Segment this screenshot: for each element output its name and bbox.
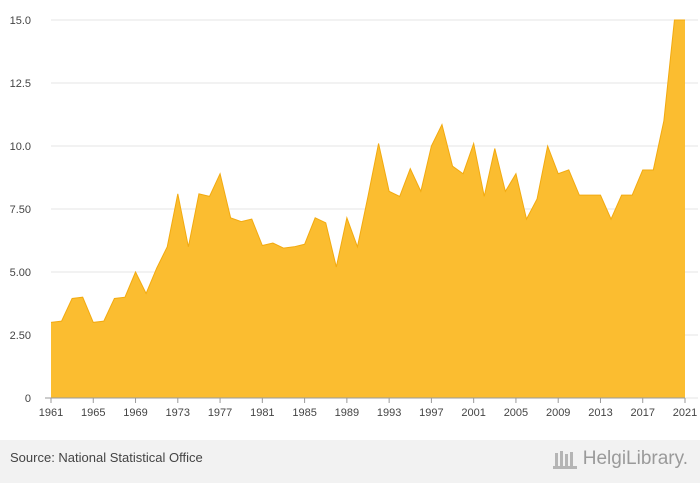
x-tick-label: 1985 (292, 407, 316, 419)
brand-logo[interactable]: HelgiLibrary. (552, 448, 688, 470)
series-line (50, 19, 685, 323)
x-tick-label: 1989 (335, 407, 359, 419)
x-tick-label: 1993 (377, 407, 401, 419)
x-tick-label: 2021 (673, 407, 697, 419)
series-area (51, 20, 685, 398)
x-tick-label: 1973 (166, 407, 190, 419)
x-tick-label: 2017 (630, 407, 654, 419)
x-tick-label: 1965 (81, 407, 105, 419)
brand-name: HelgiLibrary. (582, 448, 688, 469)
x-tick-label: 1961 (39, 407, 63, 419)
x-tick-label: 2005 (504, 407, 528, 419)
y-tick-label: 7.50 (10, 204, 31, 216)
y-tick-label: 5.00 (10, 267, 31, 279)
x-tick-label: 1969 (123, 407, 147, 419)
x-tick-label: 2013 (588, 407, 612, 419)
x-tick-label: 1977 (208, 407, 232, 419)
y-tick-label: 12.5 (10, 78, 31, 90)
x-tick-label: 1981 (250, 407, 274, 419)
x-tick-label: 2009 (546, 407, 570, 419)
x-axis-ticks: 1961 1965 1969 1973 1977 1981 1985 1989 1993 1997… (39, 397, 697, 419)
y-tick-label: 2.50 (10, 330, 31, 342)
chart-footer: Source: National Statistical Office Helg… (0, 440, 700, 483)
y-tick-label: 10.0 (10, 141, 31, 153)
x-tick-label: 2001 (461, 407, 485, 419)
source-note: Source: National Statistical Office (10, 450, 203, 465)
y-tick-label: 0 (25, 393, 31, 405)
y-axis-ticks: 0 2.50 5.00 7.50 10.0 12.5 15.0 (10, 15, 31, 405)
library-building-icon (552, 451, 577, 469)
x-tick-label: 1997 (419, 407, 443, 419)
y-tick-label: 15.0 (10, 15, 31, 27)
